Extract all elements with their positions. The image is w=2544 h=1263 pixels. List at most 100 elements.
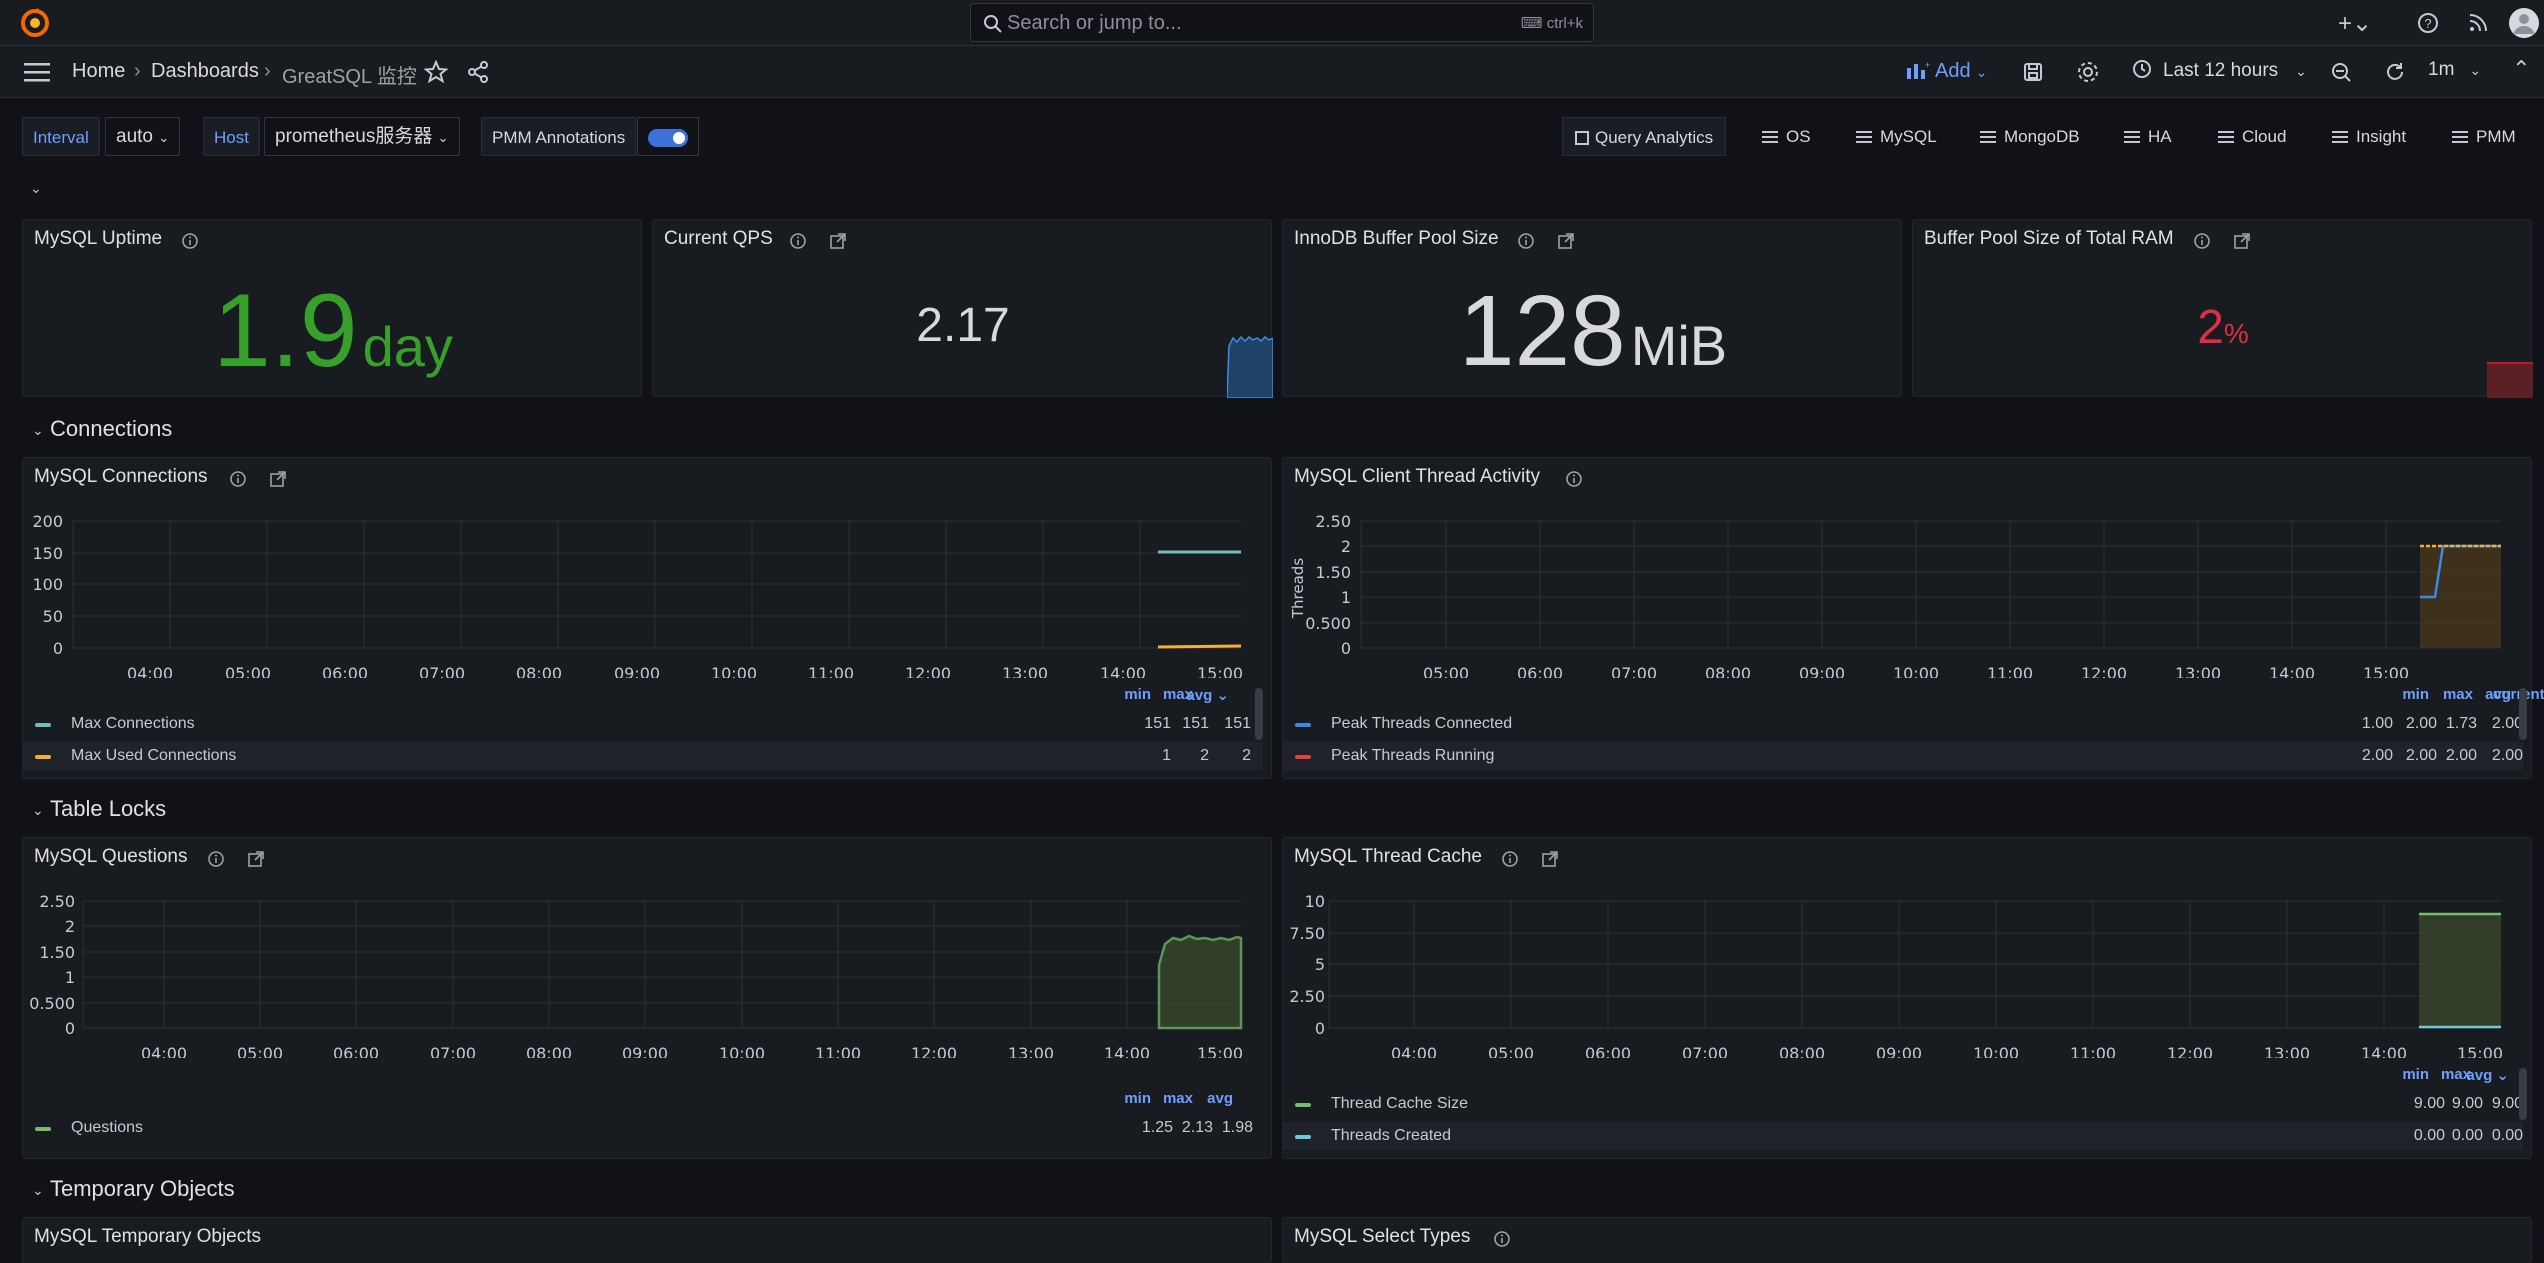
link-label: MySQL <box>1880 127 1937 146</box>
panel-title: Buffer Pool Size of Total RAM <box>1924 228 2174 249</box>
x-tick: 13:00 <box>2264 1044 2310 1058</box>
legend-item[interactable]: Questions 1.25 2.13 1.98 <box>23 1114 1263 1142</box>
legend-header-avg-text: avg <box>2466 1067 2493 1084</box>
link-mongodb[interactable]: MongoDB <box>1966 117 2080 156</box>
add-button[interactable]: + Add ⌄ <box>1906 60 1987 84</box>
link-insight[interactable]: Insight <box>2318 117 2406 156</box>
info-icon[interactable] <box>1501 850 1519 868</box>
legend-header-avg[interactable]: avg ⌄ <box>1186 687 1229 704</box>
legend-current: 2.00 <box>2491 747 2523 764</box>
user-avatar-icon[interactable] <box>2508 7 2540 39</box>
info-icon[interactable] <box>1493 1230 1511 1248</box>
row-chevron-icon[interactable]: ⌄ <box>32 802 44 818</box>
annotations-toggle[interactable] <box>637 117 699 156</box>
legend-header-min[interactable]: min <box>1124 1090 1151 1107</box>
row-title-table-locks[interactable]: Table Locks <box>50 796 167 821</box>
link-mysql[interactable]: MySQL <box>1842 117 1937 156</box>
link-cloud[interactable]: Cloud <box>2204 117 2286 156</box>
refresh-interval-picker[interactable]: 1m ⌄ <box>2428 59 2481 81</box>
legend-scrollbar[interactable] <box>2519 688 2527 740</box>
info-icon[interactable] <box>1517 232 1535 250</box>
legend-item[interactable]: Threads Created 0.00 0.00 0.00 <box>1283 1122 2523 1150</box>
time-range-picker[interactable]: Last 12 hours ⌄ <box>2132 59 2307 82</box>
collapse-chevron-icon[interactable]: ⌄ <box>2512 55 2531 80</box>
news-feed-icon[interactable] <box>2464 9 2492 37</box>
search-bar[interactable]: Search or jump to... ⌨ ctrl+k <box>970 3 1594 42</box>
legend-item[interactable]: Peak Threads Connected 1.00 2.00 1.73 2.… <box>1283 710 2523 738</box>
info-icon[interactable] <box>1565 470 1583 488</box>
legend-header-max[interactable]: max <box>2440 1066 2471 1083</box>
grafana-logo-icon[interactable] <box>20 8 50 38</box>
row-title-temporary-objects[interactable]: Temporary Objects <box>50 1176 235 1201</box>
breadcrumb-dashboards[interactable]: Dashboards <box>151 60 259 82</box>
settings-gear-icon[interactable] <box>2076 60 2100 84</box>
save-icon[interactable] <box>2022 61 2044 83</box>
host-value: prometheus服务器 <box>275 126 433 147</box>
x-tick: 09:00 <box>614 664 660 678</box>
legend-scrollbar[interactable] <box>1255 688 1263 740</box>
legend-name: Max Connections <box>71 715 195 732</box>
legend-name: Threads Created <box>1331 1127 1452 1144</box>
link-pmm[interactable]: PMM <box>2438 117 2516 156</box>
external-link-icon[interactable] <box>1557 232 1575 250</box>
panel-title: MySQL Thread Cache <box>1294 846 1482 867</box>
row-chevron-icon[interactable]: ⌄ <box>32 422 44 438</box>
link-query-analytics[interactable]: Query Analytics <box>1562 117 1727 156</box>
x-tick: 04:00 <box>1391 1044 1437 1058</box>
info-icon[interactable] <box>181 232 199 250</box>
questions-graph: 2.50 2 1.50 1 0.500 0 04:00 05:00 06:00 … <box>29 892 1243 1058</box>
buffer-pool-unit: MiB <box>1630 314 1728 377</box>
clock-icon <box>2133 60 2151 78</box>
legend-item[interactable]: Thread Cache Size 9.00 9.00 9.00 <box>1283 1090 2523 1118</box>
external-link-icon[interactable] <box>2233 232 2251 250</box>
x-tick: 15:00 <box>1197 1044 1243 1058</box>
host-variable-select[interactable]: prometheus服务器 ⌄ <box>264 117 460 156</box>
y-tick: 2.50 <box>1289 987 1325 1006</box>
menu-icon[interactable] <box>24 62 50 82</box>
info-icon[interactable] <box>207 850 225 868</box>
legend-header-min[interactable]: min <box>2402 686 2429 703</box>
legend-header-max[interactable]: max <box>1162 1090 1193 1107</box>
legend-header-max[interactable]: max <box>1162 686 1193 703</box>
interval-variable-select[interactable]: auto ⌄ <box>105 117 181 156</box>
chevron-down-icon: ⌄ <box>2469 62 2482 78</box>
link-ha[interactable]: HA <box>2110 117 2172 156</box>
external-link-icon[interactable] <box>1541 850 1559 868</box>
info-icon[interactable] <box>789 232 807 250</box>
refresh-icon[interactable] <box>2384 61 2406 83</box>
help-icon[interactable]: ? <box>2414 9 2442 37</box>
info-icon[interactable] <box>229 470 247 488</box>
info-icon[interactable] <box>2193 232 2211 250</box>
legend-header-max[interactable]: max <box>2442 686 2473 703</box>
legend-item[interactable]: Max Connections 151 151 151 <box>23 710 1263 738</box>
legend-max: 2.00 <box>2405 747 2437 764</box>
legend-header-current[interactable]: current <box>2493 686 2544 703</box>
external-link-icon[interactable] <box>247 850 265 868</box>
share-icon[interactable] <box>466 60 490 84</box>
row-title-connections[interactable]: Connections <box>50 416 173 441</box>
external-link-icon[interactable] <box>829 232 847 250</box>
breadcrumb-separator: › <box>134 60 141 82</box>
toggle-track <box>648 129 688 147</box>
legend-header-avg[interactable]: avg <box>2485 686 2511 703</box>
legend-header-min[interactable]: min <box>1124 686 1151 703</box>
legend-header-avg[interactable]: avg <box>1207 1090 1233 1107</box>
breadcrumb-home[interactable]: Home <box>72 60 126 82</box>
external-link-icon[interactable] <box>269 470 287 488</box>
legend-header-min[interactable]: min <box>2402 1066 2429 1083</box>
zoom-out-icon[interactable] <box>2330 61 2352 83</box>
row-chevron-icon[interactable]: ⌄ <box>32 1182 44 1198</box>
legend-scrollbar[interactable] <box>2519 1068 2527 1120</box>
collapse-row-chevron-icon[interactable]: ⌄ <box>30 180 42 196</box>
legend-item[interactable]: Max Used Connections 1 2 2 <box>23 742 1263 770</box>
y-tick: 1 <box>1341 588 1351 607</box>
legend-item[interactable]: Peak Threads Running 2.00 2.00 2.00 2.00 <box>1283 742 2523 770</box>
buffer-ratio-unit: % <box>2223 318 2249 349</box>
new-plus-icon[interactable]: +⌄ <box>2338 10 2373 37</box>
x-tick: 06:00 <box>322 664 368 678</box>
apps-icon <box>1575 131 1589 145</box>
legend-header-avg[interactable]: avg ⌄ <box>2466 1067 2509 1084</box>
star-icon[interactable] <box>424 60 448 84</box>
bars-icon <box>1980 131 1996 143</box>
link-os[interactable]: OS <box>1748 117 1811 156</box>
